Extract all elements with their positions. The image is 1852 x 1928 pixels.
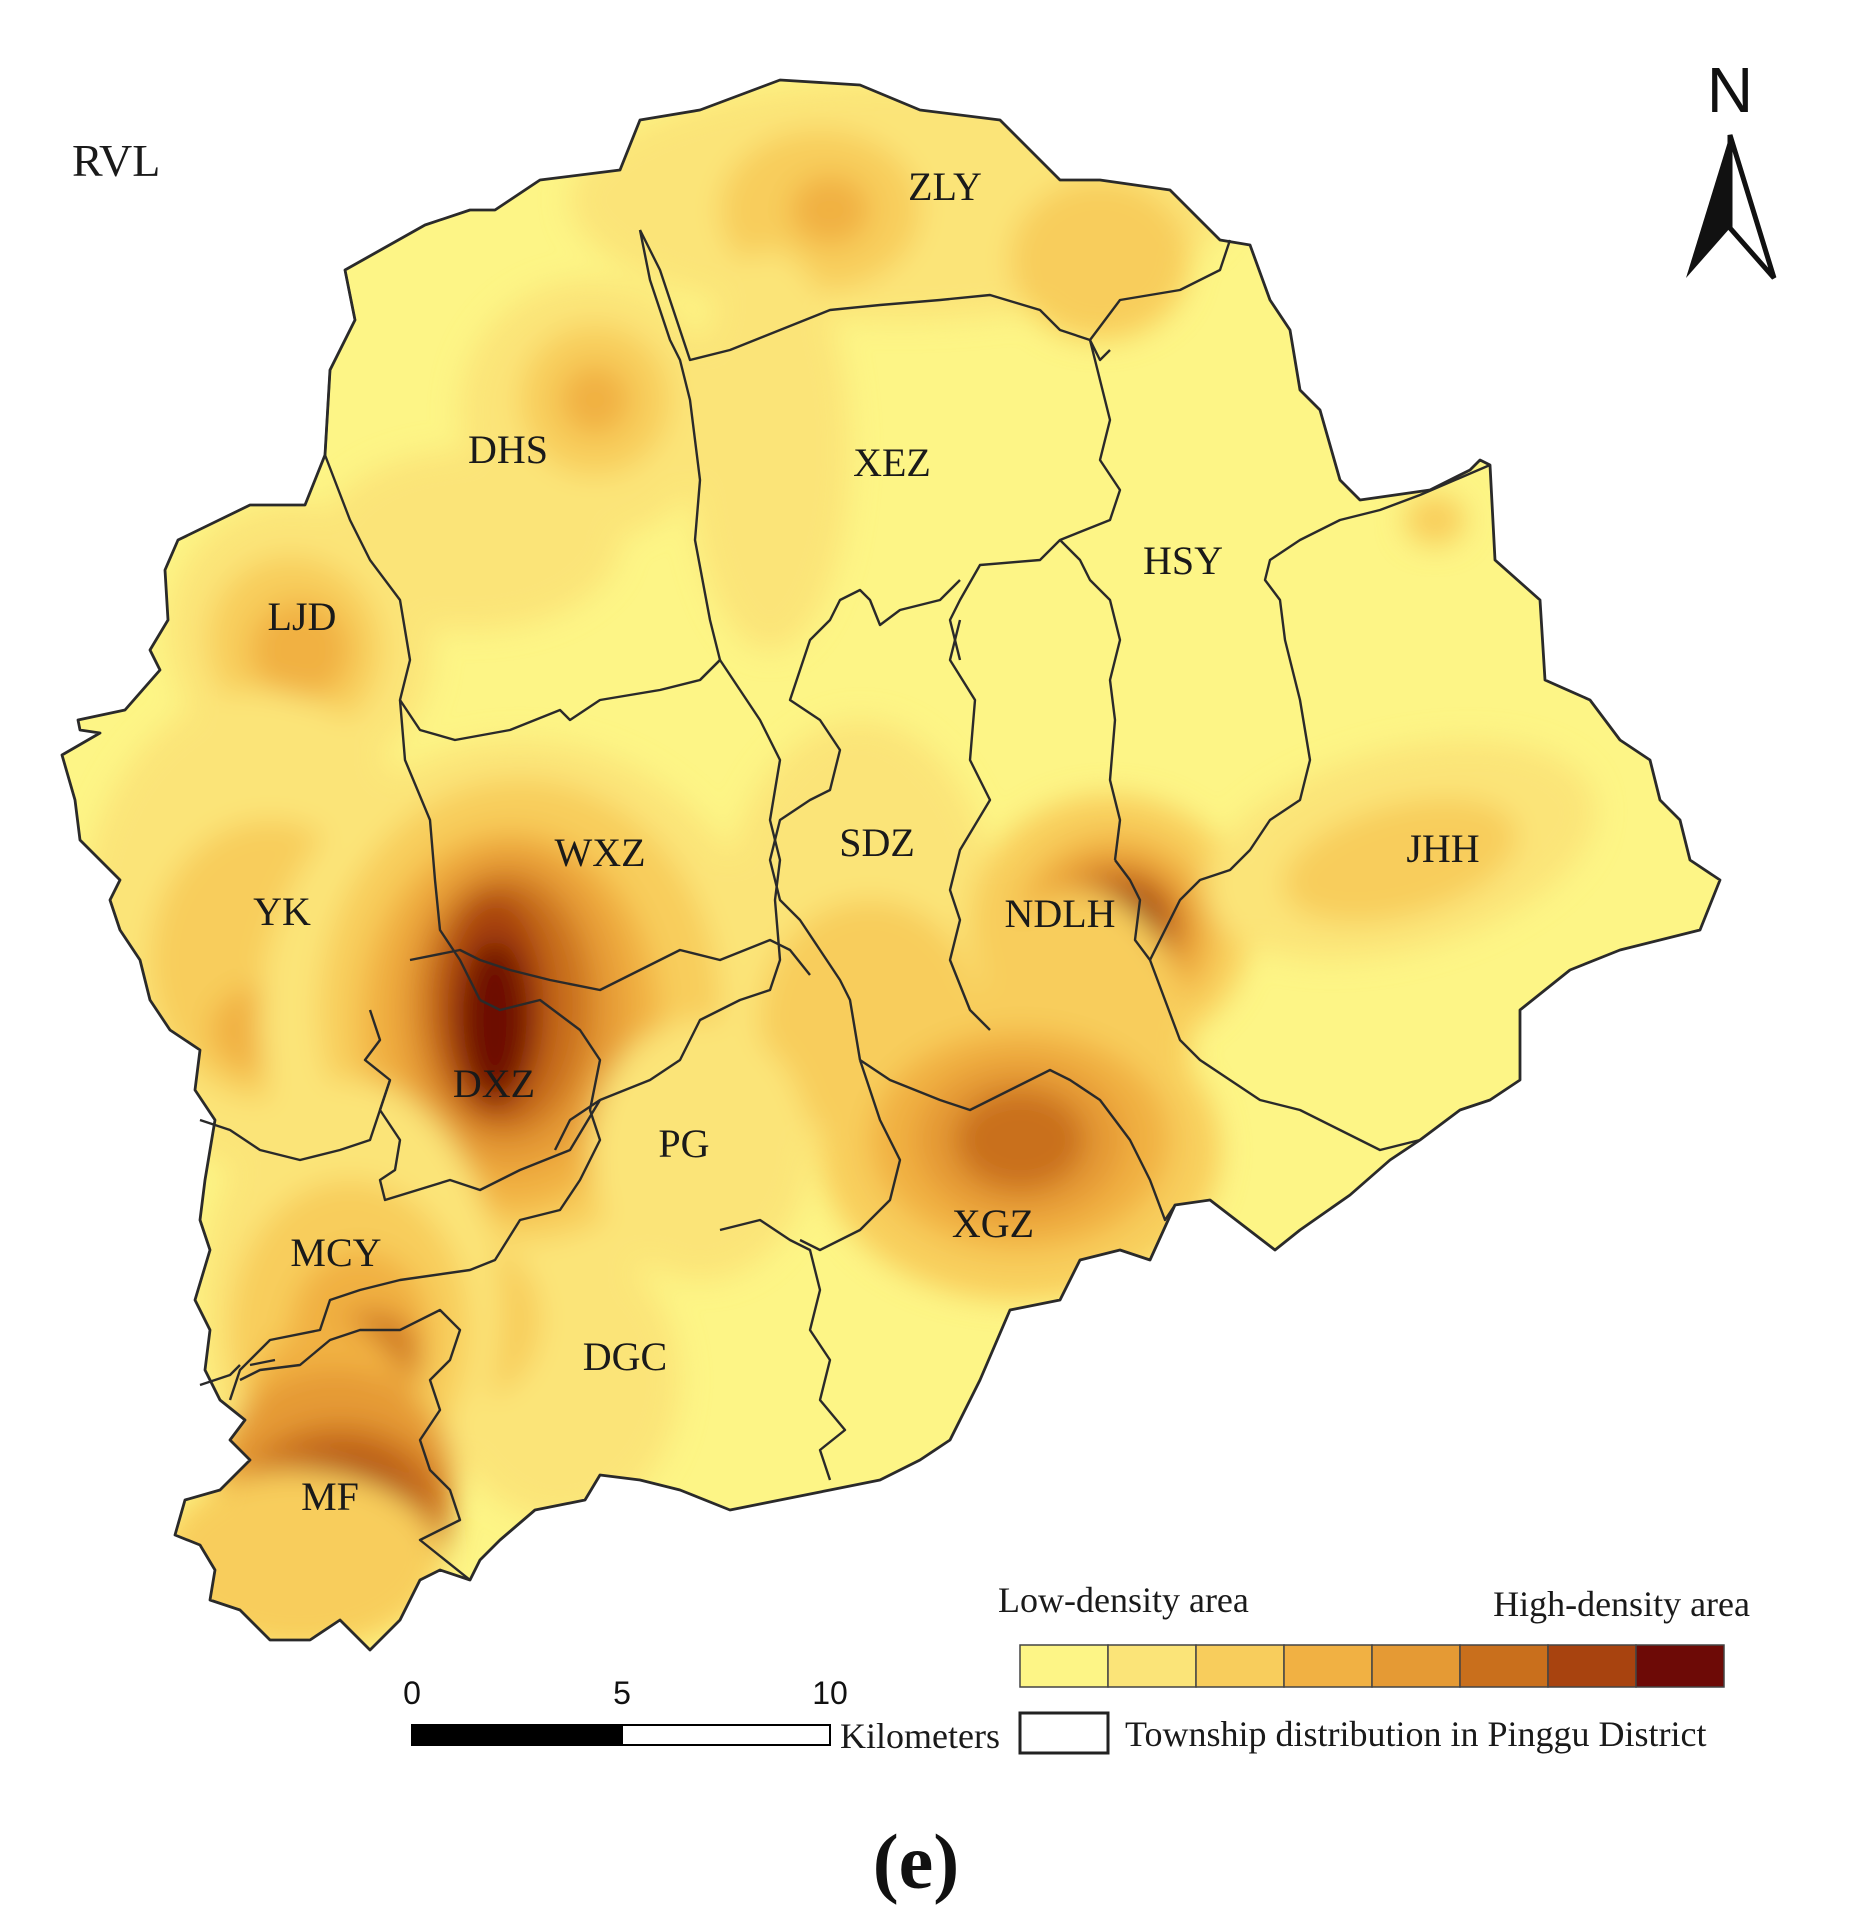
north-label: N [1707,54,1753,126]
township-label-mf: MF [301,1474,359,1519]
north-arrow: N [1686,54,1777,280]
township-label-mcy: MCY [290,1230,381,1275]
township-label-jhh: JHH [1406,826,1479,871]
township-label-dhs: DHS [468,427,548,472]
township-label-dgc: DGC [583,1334,667,1379]
corner-label: RVL [72,135,160,186]
scale-segment-white [621,1724,831,1746]
density-blob [460,940,530,1100]
scale-unit: Kilometers [840,1716,1000,1756]
legend-swatch [1107,1644,1197,1688]
legend-swatch [1547,1644,1637,1688]
scale-bar: 0 5 10 Kilometers [403,1675,1000,1756]
density-blob [1283,798,1517,922]
scale-tick-10: 10 [812,1675,848,1711]
legend-boundary-label: Township distribution in Pinggu District [1125,1714,1707,1754]
legend-swatches [1019,1644,1725,1688]
density-blob [160,1470,440,1650]
township-label-hsy: HSY [1143,538,1223,583]
legend-swatch [1459,1644,1549,1688]
density-blob [690,250,850,650]
township-label-xez: XEZ [853,440,931,485]
legend-high-label: High-density area [1493,1584,1750,1624]
legend: Low-density area High-density area Towns… [998,1580,1750,1755]
density-blob [790,175,870,245]
legend-low-label: Low-density area [998,1580,1249,1620]
township-label-zly: ZLY [908,164,982,209]
figure-caption: (e) [873,1818,960,1905]
township-label-ljd: LJD [268,594,337,639]
legend-swatch [1283,1644,1373,1688]
density-blob [955,1090,1085,1190]
density-blob [590,1020,810,1280]
scale-tick-0: 0 [403,1675,421,1711]
township-label-sdz: SDZ [839,820,915,865]
township-label-ndlh: NDLH [1004,891,1115,936]
township-label-wxz: WXZ [554,830,645,875]
township-label-yk: YK [253,889,311,934]
boundary-legend-swatch [1018,1711,1110,1755]
township-label-dxz: DXZ [453,1061,535,1106]
legend-swatch [1019,1644,1109,1688]
density-blob [560,365,630,435]
legend-swatch [1635,1644,1725,1688]
township-label-xgz: XGZ [952,1201,1034,1246]
township-boundaries [199,229,1491,1581]
north-arrow-icon [1686,135,1730,278]
density-blob [250,600,350,700]
township-labels: ZLY DHS XEZ HSY LJD WXZ SDZ JHH YK NDLH … [253,164,1480,1519]
legend-swatch [1195,1644,1285,1688]
township-label-pg: PG [658,1121,709,1166]
density-blob [1010,180,1190,340]
scale-tick-5: 5 [613,1675,631,1711]
density-blob [1405,495,1465,545]
scale-segment-black [411,1724,623,1746]
legend-swatch [1371,1644,1461,1688]
